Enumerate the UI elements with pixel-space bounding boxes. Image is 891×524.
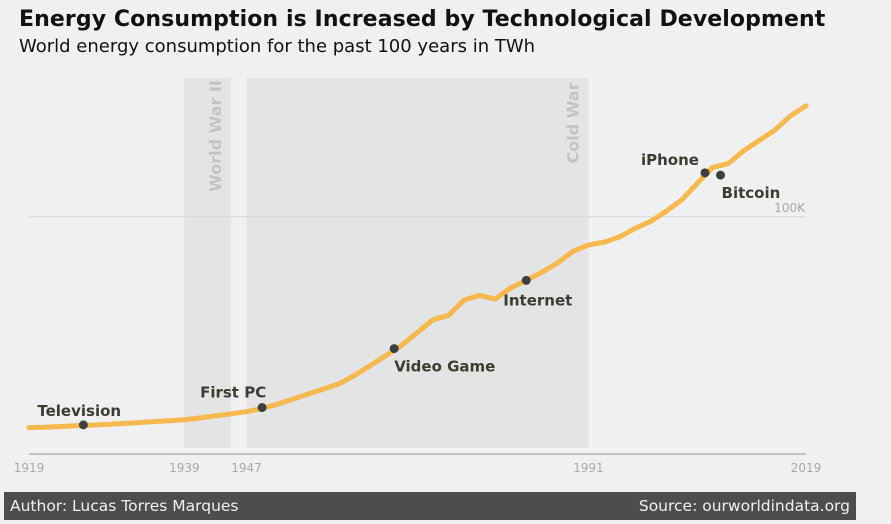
period-label-1: Cold War [563, 82, 582, 163]
event-label-2: Video Game [394, 358, 495, 376]
period-band-1 [246, 78, 589, 448]
period-band-0 [184, 78, 232, 448]
event-marker-5 [716, 170, 726, 180]
reference-label: 100K [774, 201, 806, 215]
event-label-0: Television [37, 402, 121, 420]
event-marker-4 [700, 168, 710, 178]
chart-subtitle: World energy consumption for the past 10… [19, 36, 536, 57]
event-marker-0 [78, 420, 88, 430]
chart-title: Energy Consumption is Increased by Techn… [19, 7, 826, 32]
x-tick-label-1947: 1947 [231, 461, 262, 475]
x-tick-label-2019: 2019 [791, 461, 822, 475]
energy-consumption-line [26, 103, 809, 431]
x-tick-label-1919: 1919 [14, 461, 45, 475]
event-marker-2 [389, 344, 399, 354]
event-marker-3 [521, 275, 531, 285]
x-tick-label-1939: 1939 [169, 461, 200, 475]
energy-line-chart: World War II Cold War 100K 1919 1939 1947 1991… [14, 78, 822, 475]
author-credit: Author: Lucas Torres Marques [10, 497, 239, 515]
event-label-1: First PC [200, 384, 266, 402]
event-label-5: Bitcoin [722, 184, 781, 202]
footer-bar: Author: Lucas Torres Marques Source: our… [4, 492, 856, 520]
event-marker-1 [257, 403, 267, 413]
source-credit: Source: ourworldindata.org [638, 497, 850, 515]
x-tick-label-1991: 1991 [573, 461, 604, 475]
period-label-0: World War II [206, 80, 225, 192]
event-label-3: Internet [503, 291, 572, 309]
event-label-4: iPhone [641, 151, 699, 169]
